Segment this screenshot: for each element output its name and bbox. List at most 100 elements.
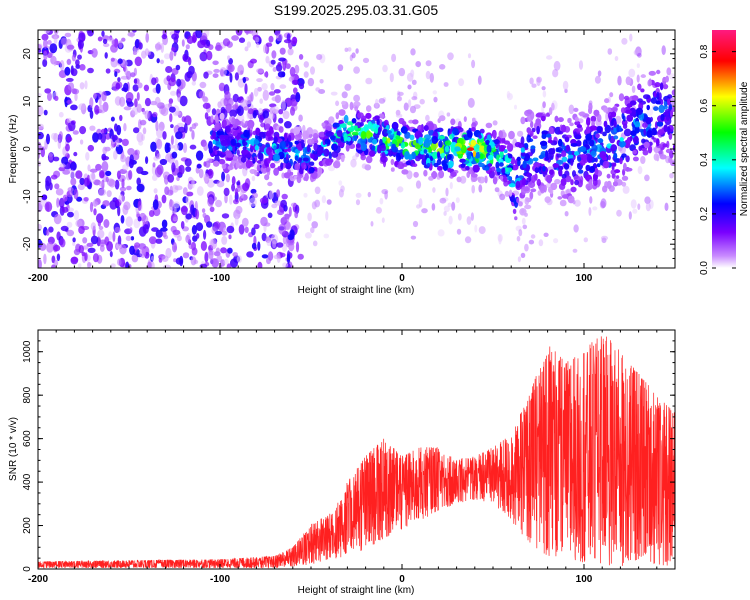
spectrogram-ytick-label: -10 [22, 189, 33, 204]
spectrogram-blob [38, 259, 42, 268]
snr-series-line [38, 336, 675, 569]
spectrogram-blob [639, 128, 644, 133]
spectrogram-blob [567, 195, 575, 204]
spectrogram-blob [123, 106, 132, 111]
spectrogram-blob [499, 175, 504, 180]
spectrogram-blob [556, 153, 562, 158]
spectrogram-blob [457, 213, 462, 221]
spectrogram-blob [115, 144, 124, 155]
spectrogram-blob [410, 48, 416, 56]
spectrogram-blob [198, 90, 206, 99]
spectrogram-blob [98, 188, 107, 196]
spectrogram-blob [104, 52, 108, 59]
spectrogram-blob [221, 235, 228, 245]
spectrogram-blob [431, 203, 436, 211]
spectrogram-blob [268, 152, 273, 162]
spectrogram-blob [428, 129, 434, 136]
spectrogram-blob [91, 201, 99, 207]
spectrogram-blob [668, 132, 673, 140]
spectrogram-blob [503, 149, 508, 154]
spectrogram-blob [549, 169, 554, 175]
spectrogram-blob [272, 106, 280, 114]
spectrogram-blob [203, 142, 209, 151]
spectrogram-blob [182, 187, 188, 195]
spectrogram-blob [176, 78, 182, 87]
spectrogram-blob [556, 159, 564, 165]
spectrogram-blob [278, 126, 284, 133]
spectrogram-blob [412, 163, 418, 168]
spectrogram-blob [507, 153, 513, 159]
spectrogram-blob [630, 199, 637, 209]
spectrogram-blob [390, 167, 395, 172]
spectrogram-blob [568, 104, 575, 115]
spectrogram-blob [38, 48, 42, 53]
spectrogram-blob [161, 219, 168, 229]
spectrogram-blob [619, 157, 623, 165]
spectrogram-blob [340, 185, 345, 193]
spectrogram-blob [659, 82, 664, 91]
spectrogram-blob [640, 74, 646, 78]
spectrogram-blob [671, 106, 675, 112]
spectrogram-blob [123, 123, 127, 132]
spectrogram-blob [437, 165, 443, 171]
spectrogram-blob [656, 154, 660, 162]
spectrogram-blob [259, 116, 264, 123]
spectrogram-blob [214, 150, 218, 155]
spectrogram-blob [350, 158, 357, 168]
spectrogram-blob [183, 123, 188, 134]
spectrogram-blob [284, 121, 292, 129]
spectrogram-blob [182, 53, 188, 62]
spectrogram-blob [53, 244, 61, 252]
spectrogram-blob [75, 170, 83, 179]
spectrogram-blob [154, 96, 161, 107]
spectrogram-blob [630, 130, 637, 137]
spectrogram-blob [206, 221, 213, 228]
spectrogram-blob [57, 139, 61, 150]
spectrogram-blob [38, 92, 42, 98]
spectrogram-blob [286, 253, 291, 264]
spectrogram-blob [526, 115, 534, 122]
spectrogram-blob [354, 106, 359, 112]
spectrogram-blob [498, 145, 505, 152]
spectrogram-blob [574, 179, 580, 186]
spectrogram-blob [530, 130, 534, 137]
snr-ytick-label: 800 [22, 386, 33, 403]
spectrogram-blob [485, 139, 490, 146]
spectrogram-blob [238, 224, 245, 235]
spectrogram-blob [472, 117, 476, 123]
spectrogram-blob [536, 125, 540, 135]
spectrogram-blob [212, 73, 219, 78]
spectrogram-blob [295, 92, 301, 103]
spectrogram-blob [517, 130, 524, 137]
spectrogram-blob [47, 92, 52, 101]
spectrogram-blob [236, 181, 241, 186]
spectrogram-blob [259, 197, 268, 204]
spectrogram-blob [398, 138, 403, 144]
spectrogram-blob [629, 107, 637, 117]
spectrogram-blob [73, 151, 78, 157]
spectrogram-blob [366, 105, 372, 112]
spectrogram-blob [303, 61, 309, 68]
spectrogram-blob [569, 122, 574, 127]
spectrogram-blob [107, 37, 114, 42]
spectrogram-blob [636, 107, 643, 116]
spectrogram-blob [530, 120, 534, 129]
spectrogram-blob [273, 167, 279, 176]
spectrogram-blob [79, 177, 85, 186]
spectrogram-blob [65, 77, 74, 82]
spectrogram-blob [436, 151, 441, 159]
spectrogram-blob [73, 248, 81, 256]
spectrogram-blob [365, 77, 373, 85]
spectrogram-blob [611, 107, 618, 112]
spectrogram-blob [297, 253, 304, 260]
spectrogram-blob [504, 190, 510, 197]
spectrogram-blob [244, 83, 248, 95]
spectrogram-blob [621, 153, 627, 158]
spectrogram-blob [45, 229, 50, 236]
spectrogram-blob [302, 130, 310, 139]
spectrogram-blob [643, 94, 650, 100]
spectrogram-blob [310, 227, 315, 234]
spectrogram-blob [496, 167, 501, 173]
spectrogram-blob [41, 33, 49, 41]
spectrogram-blob [73, 188, 79, 200]
